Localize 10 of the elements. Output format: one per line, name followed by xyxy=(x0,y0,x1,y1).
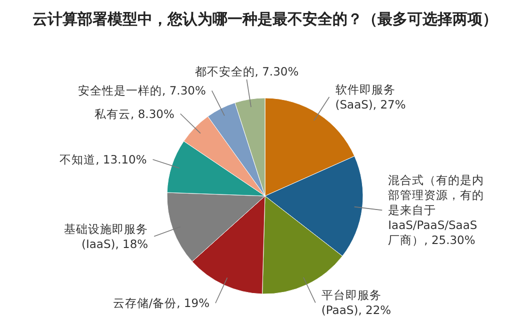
slice-label: 软件即服务 (SaaS), 27% xyxy=(335,82,406,112)
chart-title: 云计算部署模型中，您认为哪一种是最不安全的？（最多可选择两项） xyxy=(32,10,498,28)
slice-label: 混合式（有的是内部管理资源，有的是来自于IaaS/PaaS/SaaS厂商）, 25.30% xyxy=(388,173,484,248)
slice-label: 不知道, 13.10% xyxy=(60,152,147,166)
slice-label: 云存储/备份, 19% xyxy=(112,296,210,310)
slice-label: 基础设施即服务 (IaaS), 18% xyxy=(64,222,148,251)
slice-label: 私有云, 8.30% xyxy=(94,106,174,121)
slice-label: 都不安全的, 7.30% xyxy=(194,64,299,78)
slice-label: 安全性是一样的, 7.30% xyxy=(78,84,206,98)
slice-label: 平台即服务 (PaaS), 22% xyxy=(321,288,392,318)
